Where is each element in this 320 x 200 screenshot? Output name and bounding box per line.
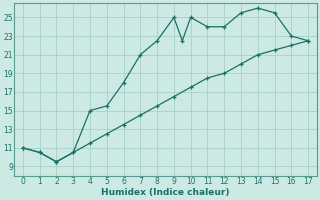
X-axis label: Humidex (Indice chaleur): Humidex (Indice chaleur) [101, 188, 230, 197]
